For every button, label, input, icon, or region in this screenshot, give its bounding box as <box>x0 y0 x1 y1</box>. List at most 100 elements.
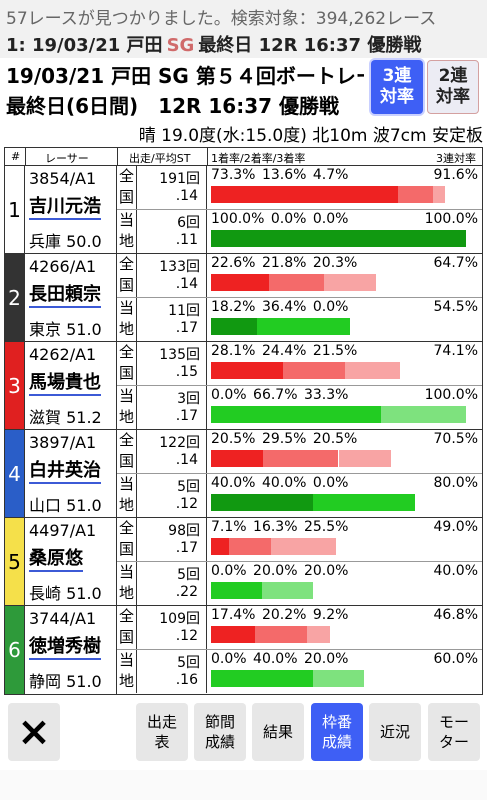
national-rate-breakdown: 17.4% 20.2% 9.2% <box>211 607 348 623</box>
local-top3-rate: 54.5% <box>433 299 478 315</box>
toolbar-button-3[interactable]: 結果 <box>252 703 304 761</box>
local-rate-3: 0.0% <box>312 299 349 315</box>
national-starts-cell: 191回 .14 <box>137 166 207 209</box>
local-rate-breakdown: 0.0% 20.0% 20.0% <box>211 563 348 579</box>
racer-cell: 3854/A1 吉川元浩 兵庫 50.0 <box>25 166 117 253</box>
frame-number: 2 <box>5 254 25 341</box>
racer-branch-weight: 長崎 51.0 <box>29 584 102 603</box>
boat-row-1[interactable]: 1 3854/A1 吉川元浩 兵庫 50.0 全 国 191回 .14 73.3… <box>5 166 482 254</box>
racer-name-link[interactable]: 桑原悠 <box>29 548 83 572</box>
local-avg-st: .16 <box>175 672 198 688</box>
race-grade: SG <box>166 35 195 56</box>
national-rate-2: 21.8% <box>261 255 307 271</box>
local-avg-st: .11 <box>175 232 198 248</box>
national-rate-1: 17.4% <box>211 607 256 623</box>
national-stats: 全 国 133回 .14 22.6% 21.8% 20.3% 64.7% <box>117 254 482 298</box>
local-rate-bar <box>211 406 466 423</box>
national-label: 全 国 <box>117 342 137 385</box>
local-rates-cell: 18.2% 36.4% 0.0% 54.5% <box>207 298 482 341</box>
national-start-count: 98回 <box>168 523 200 539</box>
local-rates-cell: 40.0% 40.0% 0.0% 80.0% <box>207 474 482 517</box>
local-rate-1: 0.0% <box>211 387 247 403</box>
bar-segment-1 <box>211 538 230 555</box>
local-start-count: 3回 <box>177 391 200 407</box>
toolbar-button-6[interactable]: モー ター <box>428 703 480 761</box>
racer-name-link[interactable]: 吉川元浩 <box>29 196 101 220</box>
national-avg-st: .12 <box>175 628 198 644</box>
national-start-count: 109回 <box>159 611 200 627</box>
national-rate-bar <box>211 274 466 291</box>
toolbar-button-4[interactable]: 枠番 成績 <box>311 703 363 761</box>
bar-segment-3 <box>262 582 313 599</box>
toolbar-button-5[interactable]: 近況 <box>369 703 421 761</box>
national-rates-cell: 28.1% 24.4% 21.5% 74.1% <box>207 342 482 385</box>
toggle-2-rate-button[interactable]: 2連 対率 <box>427 60 479 114</box>
toolbar-button-label: 結果 <box>262 723 293 741</box>
toggle-3-label: 3連 対率 <box>380 66 414 107</box>
local-label: 当 地 <box>117 386 137 429</box>
racer-name-link[interactable]: 徳増秀樹 <box>29 636 101 660</box>
racer-name-link[interactable]: 長田頼宗 <box>29 284 101 308</box>
local-rate-2: 36.4% <box>261 299 307 315</box>
bar-segment-3 <box>381 406 466 423</box>
local-top3-rate: 40.0% <box>433 563 478 579</box>
boat-row-5[interactable]: 5 4497/A1 桑原悠 長崎 51.0 全 国 98回 .17 7.1% 1… <box>5 518 482 606</box>
local-stats: 当 地 6回 .11 100.0% 0.0% 0.0% 100.0% <box>117 210 482 253</box>
boat-row-6[interactable]: 6 3744/A1 徳増秀樹 静岡 51.0 全 国 109回 .12 17.4… <box>5 606 482 694</box>
national-rate-2: 16.3% <box>253 519 298 535</box>
toolbar-button-label: 出走 表 <box>146 713 177 751</box>
national-stats: 全 国 98回 .17 7.1% 16.3% 25.5% 49.0% <box>117 518 482 562</box>
close-button[interactable]: × <box>8 703 60 761</box>
national-start-count: 191回 <box>159 171 200 187</box>
race-date-venue: 1: 19/03/21 戸田 <box>6 35 163 56</box>
boat-row-4[interactable]: 4 3897/A1 白井英治 山口 51.0 全 国 122回 .14 20.5… <box>5 430 482 518</box>
local-start-count: 5回 <box>177 567 200 583</box>
racer-name-link[interactable]: 白井英治 <box>29 460 101 484</box>
bar-segment-2 <box>211 670 313 687</box>
local-rate-1: 100.0% <box>211 211 265 227</box>
local-rate-1: 40.0% <box>211 475 256 491</box>
frame-number: 5 <box>5 518 25 605</box>
national-start-count: 133回 <box>159 259 200 275</box>
local-rate-breakdown: 40.0% 40.0% 0.0% <box>211 475 348 491</box>
local-rate-bar <box>211 230 466 247</box>
national-label: 全 国 <box>117 518 137 561</box>
racer-name-link[interactable]: 馬場貴也 <box>29 372 101 396</box>
local-top3-rate: 100.0% <box>424 387 478 403</box>
bar-segment-3 <box>270 538 336 555</box>
local-stats: 当 地 5回 .22 0.0% 20.0% 20.0% 40.0% <box>117 562 482 605</box>
local-label: 当 地 <box>117 298 137 341</box>
local-rate-breakdown: 0.0% 40.0% 20.0% <box>211 651 348 667</box>
local-rate-3: 33.3% <box>303 387 349 403</box>
bar-segment-2 <box>263 450 339 467</box>
toolbar-button-2[interactable]: 節間 成績 <box>194 703 246 761</box>
racer-cell: 4266/A1 長田頼宗 東京 51.0 <box>25 254 117 341</box>
national-stats: 全 国 135回 .15 28.1% 24.4% 21.5% 74.1% <box>117 342 482 386</box>
local-starts-cell: 5回 .22 <box>137 562 207 605</box>
racer-registration: 4497/A1 <box>29 521 97 540</box>
local-rate-1: 0.0% <box>211 651 247 667</box>
selected-race-line[interactable]: 1: 19/03/21 戸田 SG 最終日 12R 16:37 優勝戦 <box>6 31 421 57</box>
bar-segment-1 <box>211 626 256 643</box>
toolbar-button-label: 枠番 成績 <box>321 713 352 751</box>
boat-row-2[interactable]: 2 4266/A1 長田頼宗 東京 51.0 全 国 133回 .14 22.6… <box>5 254 482 342</box>
bar-segment-2 <box>397 186 433 203</box>
national-top3-rate: 91.6% <box>433 167 478 183</box>
header-num: # <box>11 150 21 163</box>
national-rate-1: 7.1% <box>211 519 247 535</box>
bar-segment-2 <box>255 626 307 643</box>
toggle-3-rate-button[interactable]: 3連 対率 <box>371 60 423 114</box>
bar-segment-3 <box>306 626 331 643</box>
close-icon: × <box>17 709 51 755</box>
toolbar-button-1[interactable]: 出走 表 <box>136 703 188 761</box>
racer-branch-weight: 東京 51.0 <box>29 320 102 339</box>
bar-segment-1 <box>211 230 466 247</box>
local-rates-cell: 0.0% 66.7% 33.3% 100.0% <box>207 386 482 429</box>
national-rate-2: 24.4% <box>261 343 307 359</box>
frame-number: 6 <box>5 606 25 694</box>
local-label: 当 地 <box>117 474 137 517</box>
weather-info: 晴 19.0度(水:15.0度) 北10m 波7cm 安定板 <box>138 126 483 146</box>
boat-row-3[interactable]: 3 4262/A1 馬場貴也 滋賀 51.2 全 国 135回 .15 28.1… <box>5 342 482 430</box>
bar-segment-1 <box>211 450 264 467</box>
national-top3-rate: 46.8% <box>433 607 478 623</box>
